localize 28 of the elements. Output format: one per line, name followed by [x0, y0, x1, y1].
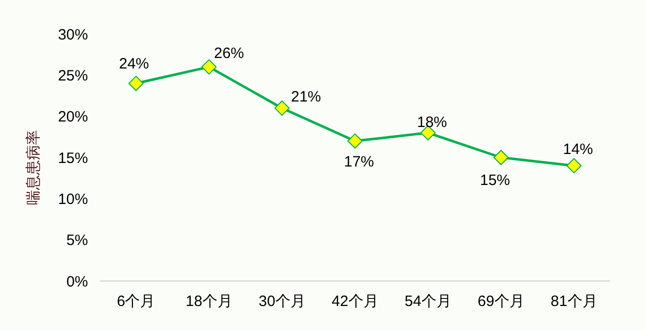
point	[493, 150, 509, 166]
text: 14%	[562, 140, 594, 158]
y-tick-label: 20%	[58, 108, 88, 126]
y-tick-label: 30%	[58, 26, 88, 44]
x-tick-label: 30个月	[258, 293, 306, 310]
y-axis-title: 喘息患病率	[25, 130, 42, 205]
text: 24%	[118, 56, 150, 73]
x-tick-label: 54个月	[404, 293, 452, 310]
y-tick-label: 0%	[66, 273, 88, 290]
x-tick-label: 18个月	[186, 293, 232, 310]
text: 18%	[416, 114, 448, 132]
text: 26%	[214, 45, 244, 62]
x-tick-label: 69个月	[478, 293, 524, 310]
point	[201, 59, 217, 75]
x-tick-label: 81个月	[550, 293, 598, 310]
text: 17%	[344, 153, 374, 170]
x-tick-label: 6个月	[116, 293, 156, 310]
y-tick-label: 5%	[66, 232, 88, 250]
point	[347, 133, 363, 149]
y-tick-label: 15%	[58, 150, 88, 167]
text: 15%	[480, 172, 510, 189]
point	[128, 76, 144, 92]
text: 21%	[290, 88, 322, 106]
point	[566, 158, 582, 174]
point	[274, 100, 290, 116]
y-tick-label: 10%	[58, 190, 88, 208]
x-tick-label: 42个月	[332, 293, 378, 310]
y-tick-label: 25%	[58, 67, 88, 84]
